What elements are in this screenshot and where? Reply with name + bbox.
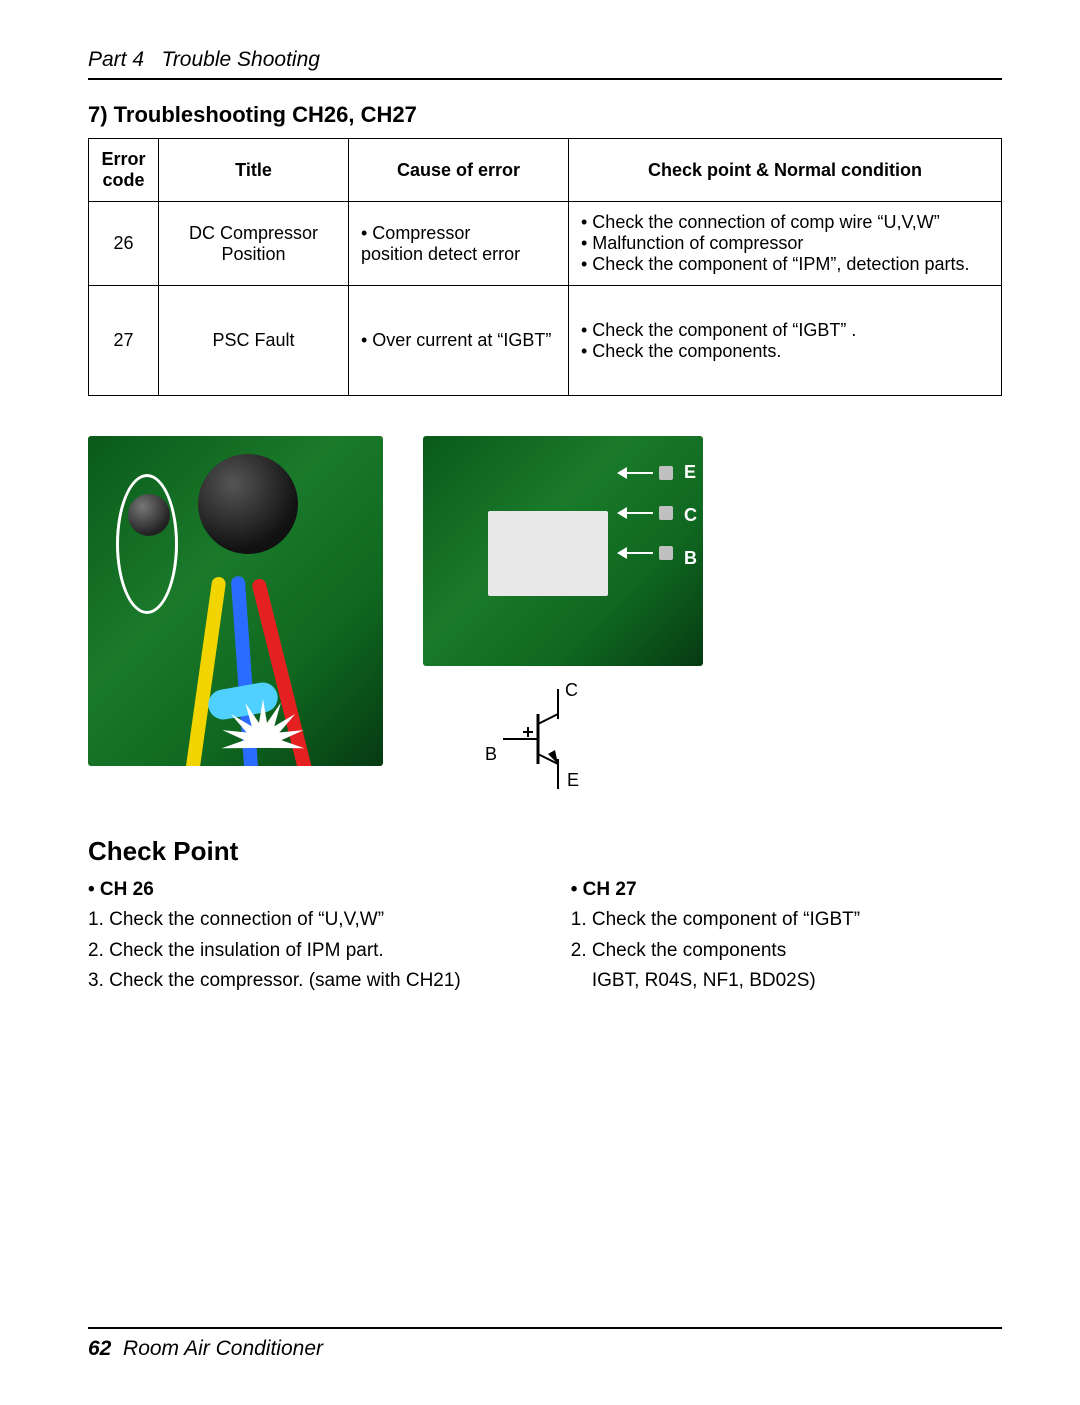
check-point-heading: Check Point xyxy=(88,836,1002,867)
page-footer: 62 Room Air Conditioner xyxy=(88,1327,1002,1361)
cell-cause: • Over current at “IGBT” xyxy=(349,286,569,396)
cell-title: PSC Fault xyxy=(159,286,349,396)
table-row: 26 DC Compressor Position • Compressor p… xyxy=(89,202,1002,286)
check-point-columns: • CH 26 1. Check the connection of “U,V,… xyxy=(88,875,1002,997)
section-title: 7) Troubleshooting CH26, CH27 xyxy=(88,102,1002,128)
page-header: Part 4 Trouble Shooting xyxy=(88,48,1002,80)
cell-check: • Check the component of “IGBT” . • Chec… xyxy=(569,286,1002,396)
cell-check: • Check the connection of comp wire “U,V… xyxy=(569,202,1002,286)
th-title: Title xyxy=(159,139,349,202)
cell-cause: • Compressor position detect error xyxy=(349,202,569,286)
cell-code: 27 xyxy=(89,286,159,396)
starburst-icon xyxy=(178,696,348,766)
images-row: E C B C B E xyxy=(88,436,1002,794)
pin-icon xyxy=(659,546,673,560)
arrow-left-icon xyxy=(613,547,653,559)
pin-label: B xyxy=(684,548,697,569)
check-subheading: • CH 26 xyxy=(88,875,461,905)
pin-icon xyxy=(659,506,673,520)
transistor-diagram: C B E xyxy=(483,684,633,794)
cell-code: 26 xyxy=(89,202,159,286)
pcb-photo-2: E C B xyxy=(423,436,703,666)
pin-label: E xyxy=(684,462,697,483)
transistor-label-c: C xyxy=(565,680,578,701)
cell-title: DC Compressor Position xyxy=(159,202,349,286)
pin-icon xyxy=(659,466,673,480)
check-item: 1. Check the connection of “U,V,W” xyxy=(88,905,461,935)
highlight-ellipse-icon xyxy=(116,474,178,614)
check-item: 3. Check the compressor. (same with CH21… xyxy=(88,966,461,996)
check-item: 2. Check the insulation of IPM part. xyxy=(88,936,461,966)
arrow-left-icon xyxy=(613,507,653,519)
th-code: Error code xyxy=(89,139,159,202)
header-part: Part 4 xyxy=(88,48,144,71)
th-cause: Cause of error xyxy=(349,139,569,202)
th-check: Check point & Normal condition xyxy=(569,139,1002,202)
transistor-label-e: E xyxy=(567,770,579,791)
header-title: Trouble Shooting xyxy=(162,48,320,71)
check-col-ch27: • CH 27 1. Check the component of “IGBT”… xyxy=(571,875,860,997)
transistor-label-b: B xyxy=(485,744,497,765)
error-table: Error code Title Cause of error Check po… xyxy=(88,138,1002,396)
check-item: 2. Check the components xyxy=(571,936,860,966)
page-number: 62 xyxy=(88,1337,111,1360)
footer-doc-title: Room Air Conditioner xyxy=(123,1337,323,1360)
arrow-left-icon xyxy=(613,467,653,479)
check-col-ch26: • CH 26 1. Check the connection of “U,V,… xyxy=(88,875,461,997)
check-item: 1. Check the component of “IGBT” xyxy=(571,905,860,935)
check-subheading: • CH 27 xyxy=(571,875,860,905)
check-item: IGBT, R04S, NF1, BD02S) xyxy=(571,966,860,996)
chip-icon xyxy=(488,511,608,596)
pin-label: C xyxy=(684,505,697,526)
capacitor-icon xyxy=(198,454,298,554)
pcb-photo-1 xyxy=(88,436,383,766)
table-row: 27 PSC Fault • Over current at “IGBT” • … xyxy=(89,286,1002,396)
